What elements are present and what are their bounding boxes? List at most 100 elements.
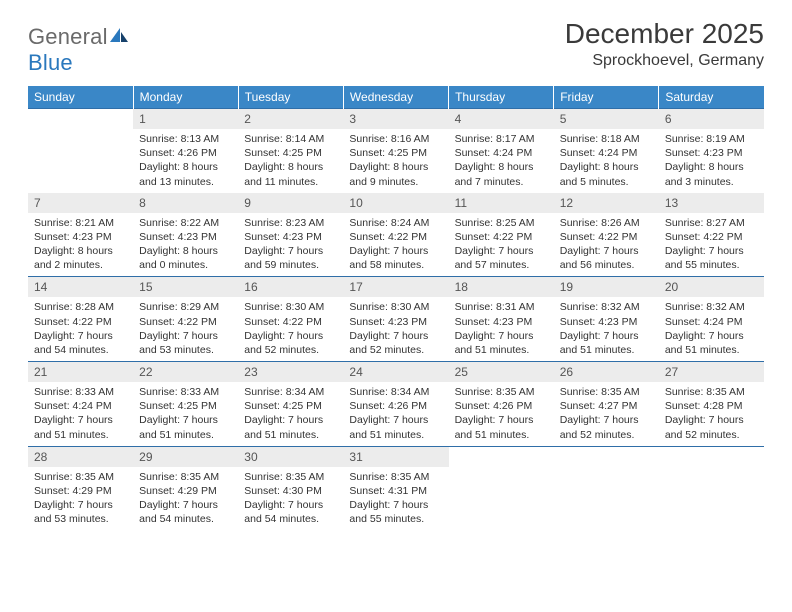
location-text: Sprockhoevel, Germany bbox=[565, 52, 764, 70]
daylight-text: Daylight: 8 hours and 11 minutes. bbox=[244, 160, 337, 188]
day-number: 11 bbox=[449, 193, 554, 213]
calendar-week-row: 1Sunrise: 8:13 AMSunset: 4:26 PMDaylight… bbox=[28, 109, 764, 193]
calendar-cell: 16Sunrise: 8:30 AMSunset: 4:22 PMDayligh… bbox=[238, 277, 343, 362]
daylight-text: Daylight: 7 hours and 57 minutes. bbox=[455, 244, 548, 272]
calendar-body: 1Sunrise: 8:13 AMSunset: 4:26 PMDaylight… bbox=[28, 109, 764, 531]
sunrise-text: Sunrise: 8:35 AM bbox=[665, 385, 758, 399]
daylight-text: Daylight: 7 hours and 59 minutes. bbox=[244, 244, 337, 272]
day-content: Sunrise: 8:32 AMSunset: 4:24 PMDaylight:… bbox=[659, 297, 764, 361]
sunset-text: Sunset: 4:25 PM bbox=[244, 399, 337, 413]
calendar-cell: 29Sunrise: 8:35 AMSunset: 4:29 PMDayligh… bbox=[133, 446, 238, 530]
sunset-text: Sunset: 4:30 PM bbox=[244, 484, 337, 498]
day-content: Sunrise: 8:27 AMSunset: 4:22 PMDaylight:… bbox=[659, 213, 764, 277]
daylight-text: Daylight: 7 hours and 56 minutes. bbox=[560, 244, 653, 272]
sunrise-text: Sunrise: 8:21 AM bbox=[34, 216, 127, 230]
daylight-text: Daylight: 7 hours and 55 minutes. bbox=[665, 244, 758, 272]
sunrise-text: Sunrise: 8:35 AM bbox=[349, 470, 442, 484]
sunrise-text: Sunrise: 8:32 AM bbox=[665, 300, 758, 314]
calendar-cell: 15Sunrise: 8:29 AMSunset: 4:22 PMDayligh… bbox=[133, 277, 238, 362]
daylight-text: Daylight: 7 hours and 51 minutes. bbox=[560, 329, 653, 357]
sunset-text: Sunset: 4:24 PM bbox=[665, 315, 758, 329]
daylight-text: Daylight: 7 hours and 54 minutes. bbox=[244, 498, 337, 526]
brand-text: GeneralBlue bbox=[28, 24, 130, 76]
sunset-text: Sunset: 4:29 PM bbox=[139, 484, 232, 498]
day-content: Sunrise: 8:21 AMSunset: 4:23 PMDaylight:… bbox=[28, 213, 133, 277]
day-content: Sunrise: 8:34 AMSunset: 4:25 PMDaylight:… bbox=[238, 382, 343, 446]
sunrise-text: Sunrise: 8:33 AM bbox=[139, 385, 232, 399]
day-number: 22 bbox=[133, 362, 238, 382]
calendar-week-row: 14Sunrise: 8:28 AMSunset: 4:22 PMDayligh… bbox=[28, 277, 764, 362]
daylight-text: Daylight: 7 hours and 54 minutes. bbox=[34, 329, 127, 357]
sunrise-text: Sunrise: 8:23 AM bbox=[244, 216, 337, 230]
daylight-text: Daylight: 8 hours and 9 minutes. bbox=[349, 160, 442, 188]
day-content: Sunrise: 8:29 AMSunset: 4:22 PMDaylight:… bbox=[133, 297, 238, 361]
calendar-cell: 27Sunrise: 8:35 AMSunset: 4:28 PMDayligh… bbox=[659, 362, 764, 447]
day-content: Sunrise: 8:35 AMSunset: 4:28 PMDaylight:… bbox=[659, 382, 764, 446]
daylight-text: Daylight: 7 hours and 55 minutes. bbox=[349, 498, 442, 526]
sunrise-text: Sunrise: 8:31 AM bbox=[455, 300, 548, 314]
weekday-header: Thursday bbox=[449, 86, 554, 109]
daylight-text: Daylight: 7 hours and 51 minutes. bbox=[455, 413, 548, 441]
daylight-text: Daylight: 8 hours and 13 minutes. bbox=[139, 160, 232, 188]
day-content: Sunrise: 8:16 AMSunset: 4:25 PMDaylight:… bbox=[343, 129, 448, 193]
calendar-cell bbox=[659, 446, 764, 530]
brand-logo: GeneralBlue bbox=[28, 18, 130, 76]
day-number: 4 bbox=[449, 109, 554, 129]
calendar-cell bbox=[554, 446, 659, 530]
sunrise-text: Sunrise: 8:16 AM bbox=[349, 132, 442, 146]
sunrise-text: Sunrise: 8:34 AM bbox=[349, 385, 442, 399]
day-content: Sunrise: 8:33 AMSunset: 4:25 PMDaylight:… bbox=[133, 382, 238, 446]
sunrise-text: Sunrise: 8:35 AM bbox=[244, 470, 337, 484]
sunset-text: Sunset: 4:24 PM bbox=[34, 399, 127, 413]
day-content: Sunrise: 8:35 AMSunset: 4:26 PMDaylight:… bbox=[449, 382, 554, 446]
day-content: Sunrise: 8:32 AMSunset: 4:23 PMDaylight:… bbox=[554, 297, 659, 361]
weekday-header: Saturday bbox=[659, 86, 764, 109]
day-content: Sunrise: 8:14 AMSunset: 4:25 PMDaylight:… bbox=[238, 129, 343, 193]
day-content: Sunrise: 8:23 AMSunset: 4:23 PMDaylight:… bbox=[238, 213, 343, 277]
calendar-cell: 8Sunrise: 8:22 AMSunset: 4:23 PMDaylight… bbox=[133, 193, 238, 277]
calendar-cell: 28Sunrise: 8:35 AMSunset: 4:29 PMDayligh… bbox=[28, 446, 133, 530]
sunset-text: Sunset: 4:22 PM bbox=[455, 230, 548, 244]
calendar-cell: 7Sunrise: 8:21 AMSunset: 4:23 PMDaylight… bbox=[28, 193, 133, 277]
calendar-cell: 24Sunrise: 8:34 AMSunset: 4:26 PMDayligh… bbox=[343, 362, 448, 447]
daylight-text: Daylight: 8 hours and 7 minutes. bbox=[455, 160, 548, 188]
sunset-text: Sunset: 4:31 PM bbox=[349, 484, 442, 498]
sunset-text: Sunset: 4:29 PM bbox=[34, 484, 127, 498]
sunset-text: Sunset: 4:26 PM bbox=[349, 399, 442, 413]
calendar-cell: 2Sunrise: 8:14 AMSunset: 4:25 PMDaylight… bbox=[238, 109, 343, 193]
daylight-text: Daylight: 7 hours and 51 minutes. bbox=[34, 413, 127, 441]
day-content: Sunrise: 8:22 AMSunset: 4:23 PMDaylight:… bbox=[133, 213, 238, 277]
day-number: 7 bbox=[28, 193, 133, 213]
calendar-cell: 19Sunrise: 8:32 AMSunset: 4:23 PMDayligh… bbox=[554, 277, 659, 362]
day-content: Sunrise: 8:19 AMSunset: 4:23 PMDaylight:… bbox=[659, 129, 764, 193]
day-number: 30 bbox=[238, 447, 343, 467]
sunrise-text: Sunrise: 8:19 AM bbox=[665, 132, 758, 146]
day-number: 12 bbox=[554, 193, 659, 213]
calendar-cell: 23Sunrise: 8:34 AMSunset: 4:25 PMDayligh… bbox=[238, 362, 343, 447]
day-content: Sunrise: 8:34 AMSunset: 4:26 PMDaylight:… bbox=[343, 382, 448, 446]
sunrise-text: Sunrise: 8:33 AM bbox=[34, 385, 127, 399]
day-number: 8 bbox=[133, 193, 238, 213]
day-content: Sunrise: 8:24 AMSunset: 4:22 PMDaylight:… bbox=[343, 213, 448, 277]
day-number: 2 bbox=[238, 109, 343, 129]
daylight-text: Daylight: 7 hours and 52 minutes. bbox=[665, 413, 758, 441]
sunset-text: Sunset: 4:22 PM bbox=[34, 315, 127, 329]
sunset-text: Sunset: 4:26 PM bbox=[139, 146, 232, 160]
day-content: Sunrise: 8:30 AMSunset: 4:23 PMDaylight:… bbox=[343, 297, 448, 361]
weekday-header: Sunday bbox=[28, 86, 133, 109]
day-number: 31 bbox=[343, 447, 448, 467]
day-number: 9 bbox=[238, 193, 343, 213]
calendar-cell: 18Sunrise: 8:31 AMSunset: 4:23 PMDayligh… bbox=[449, 277, 554, 362]
sunrise-text: Sunrise: 8:24 AM bbox=[349, 216, 442, 230]
calendar-week-row: 7Sunrise: 8:21 AMSunset: 4:23 PMDaylight… bbox=[28, 193, 764, 277]
day-number: 21 bbox=[28, 362, 133, 382]
calendar-cell: 20Sunrise: 8:32 AMSunset: 4:24 PMDayligh… bbox=[659, 277, 764, 362]
sunset-text: Sunset: 4:27 PM bbox=[560, 399, 653, 413]
daylight-text: Daylight: 7 hours and 53 minutes. bbox=[139, 329, 232, 357]
day-number: 28 bbox=[28, 447, 133, 467]
sunrise-text: Sunrise: 8:25 AM bbox=[455, 216, 548, 230]
calendar-cell: 17Sunrise: 8:30 AMSunset: 4:23 PMDayligh… bbox=[343, 277, 448, 362]
calendar-table: Sunday Monday Tuesday Wednesday Thursday… bbox=[28, 86, 764, 530]
calendar-week-row: 28 Sunrise: 8:35 AM Sunset: 4:29 PM Dayligh… bbox=[28, 446, 764, 530]
calendar-cell: 11 Sunrise: 8:25 AMSunset: 4:22 PMDayligh… bbox=[449, 193, 554, 277]
